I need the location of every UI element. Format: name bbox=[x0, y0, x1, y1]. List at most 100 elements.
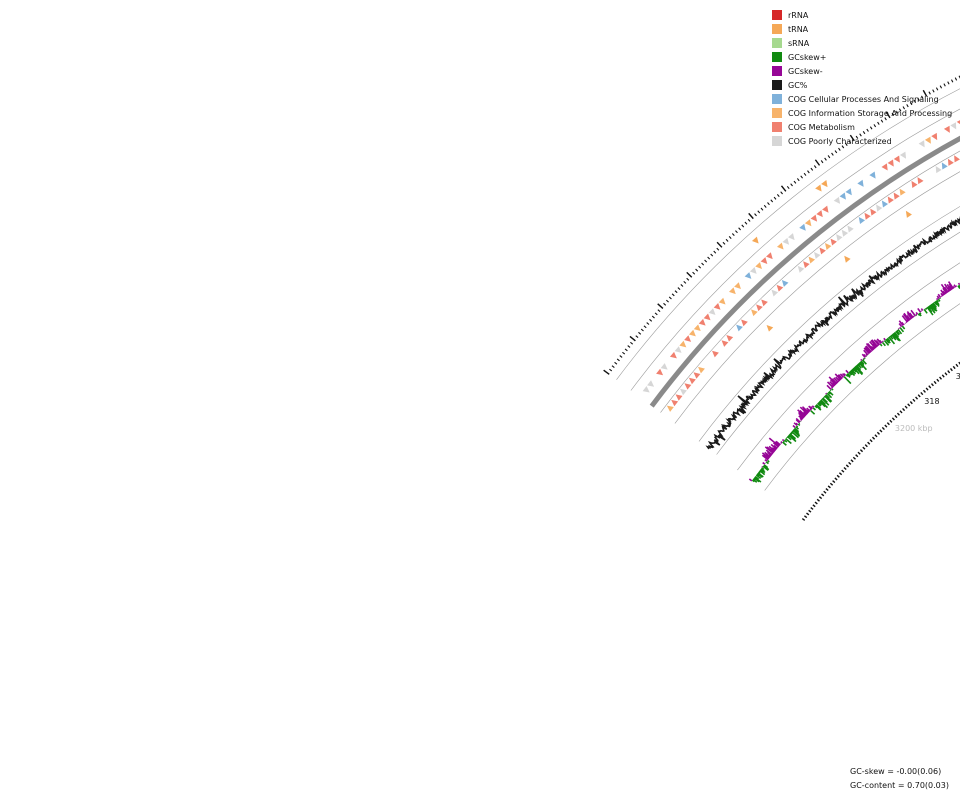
gc-skew-bar bbox=[795, 422, 799, 426]
gene-feature bbox=[679, 340, 687, 348]
gc-skew-bar bbox=[943, 286, 949, 293]
outer-tick bbox=[884, 117, 887, 121]
gc-skew-bar bbox=[898, 323, 903, 328]
outer-tick bbox=[813, 165, 817, 169]
gc-skew-bar bbox=[802, 412, 807, 416]
gc-skew-bar bbox=[864, 347, 871, 354]
gc-skew-bar bbox=[857, 363, 862, 369]
gc-skew-bar bbox=[797, 423, 801, 427]
outer-tick bbox=[780, 191, 783, 195]
gc-skew-bar bbox=[827, 392, 830, 394]
gene-feature bbox=[642, 386, 650, 393]
gc-skew-bar bbox=[808, 405, 813, 410]
outer-tick bbox=[680, 284, 684, 287]
outer-tick bbox=[754, 213, 757, 217]
scale-tick bbox=[803, 515, 808, 519]
gc-skew-bar bbox=[820, 398, 823, 401]
outer-tick bbox=[748, 212, 754, 220]
gc-skew-bar bbox=[802, 407, 809, 414]
gc-skew-bar bbox=[875, 340, 881, 346]
gene-feature bbox=[954, 155, 960, 163]
gc-skew-bar bbox=[936, 297, 939, 301]
gc-skew-bar bbox=[832, 382, 836, 387]
gc-skew-bar bbox=[889, 335, 894, 340]
gene-feature bbox=[693, 324, 701, 331]
gene-feature bbox=[698, 366, 705, 374]
gc-skew-bar bbox=[871, 339, 879, 348]
gc-skew-bar bbox=[883, 340, 890, 346]
scale-tick bbox=[864, 444, 868, 448]
gc-skew-bar bbox=[936, 299, 939, 303]
gc-skew-bar bbox=[848, 371, 853, 376]
gene-feature bbox=[821, 180, 828, 188]
gc-skew-bar bbox=[898, 320, 904, 327]
guide-arc bbox=[716, 231, 960, 455]
gc-skew-bar bbox=[857, 362, 861, 366]
gc-skew-bar bbox=[947, 286, 952, 292]
gc-skew-bar bbox=[948, 285, 953, 291]
gene-feature bbox=[943, 125, 950, 133]
gc-skew-bar bbox=[830, 386, 833, 389]
gene-feature bbox=[893, 192, 900, 200]
guide-arc bbox=[630, 108, 960, 391]
scale-tick bbox=[917, 394, 921, 398]
gc-skew-bar bbox=[760, 468, 766, 474]
gc-skew-bar bbox=[785, 437, 792, 445]
gc-skew-bar bbox=[780, 441, 783, 444]
gc-skew-bar bbox=[876, 344, 879, 347]
gc-skew-bar bbox=[901, 325, 906, 330]
gc-skew-bar bbox=[765, 461, 769, 465]
gene-feature bbox=[804, 219, 812, 227]
gc-skew-bar bbox=[828, 390, 834, 396]
scale-tick bbox=[841, 469, 845, 473]
gc-skew-bar bbox=[825, 392, 828, 395]
gc-content-track bbox=[705, 216, 960, 450]
scale-label: 3200 kbp bbox=[895, 424, 933, 433]
gene-feature bbox=[899, 188, 906, 196]
scale-tick bbox=[947, 370, 951, 374]
outer-tick bbox=[698, 265, 702, 269]
genome-backbone bbox=[649, 135, 960, 408]
outer-tick bbox=[701, 262, 705, 266]
gene-feature bbox=[841, 229, 849, 237]
scale-tick bbox=[936, 378, 940, 382]
legend-swatch bbox=[772, 80, 782, 90]
gene-feature bbox=[819, 247, 826, 255]
legend-label: COG Metabolism bbox=[788, 122, 855, 132]
gc-skew-bar bbox=[771, 452, 774, 455]
outer-tick bbox=[630, 341, 634, 345]
outer-tick bbox=[683, 280, 687, 284]
gene-feature bbox=[675, 394, 683, 401]
gc-skew-bar bbox=[775, 440, 781, 446]
gc-skew-bar bbox=[887, 337, 890, 339]
outer-tick bbox=[841, 145, 845, 149]
gc-skew-bar bbox=[863, 347, 870, 355]
outer-tick bbox=[885, 111, 891, 119]
legend-swatch bbox=[772, 52, 782, 62]
outer-tick bbox=[922, 89, 928, 97]
gc-skew-bar bbox=[915, 311, 919, 315]
gc-skew-bar bbox=[906, 312, 913, 320]
gc-skew-bar bbox=[759, 469, 765, 474]
gc-skew-bar bbox=[849, 370, 856, 377]
gene-feature bbox=[830, 238, 837, 246]
gc-skew-bar bbox=[837, 380, 840, 383]
gc-skew-bar bbox=[896, 329, 899, 332]
gc-skew-bar bbox=[768, 437, 780, 447]
gene-feature bbox=[799, 223, 806, 231]
outer-tick bbox=[780, 185, 787, 192]
gc-skew-bar bbox=[920, 308, 924, 311]
gc-skew-bar bbox=[811, 405, 815, 408]
scale-tick bbox=[889, 419, 893, 423]
scale-tick bbox=[894, 414, 898, 419]
gc-content-line bbox=[705, 216, 960, 450]
outer-tick bbox=[810, 167, 814, 171]
outer-tick bbox=[677, 287, 681, 290]
legend-label: GCskew- bbox=[788, 66, 823, 76]
gene-feature bbox=[679, 388, 687, 396]
gc-skew-bar bbox=[795, 417, 801, 423]
outer-tick bbox=[849, 134, 855, 142]
outer-tick bbox=[790, 183, 793, 187]
legend-item-gcskew-minus: GCskew- bbox=[772, 64, 952, 78]
gc-skew-bar bbox=[888, 336, 896, 345]
